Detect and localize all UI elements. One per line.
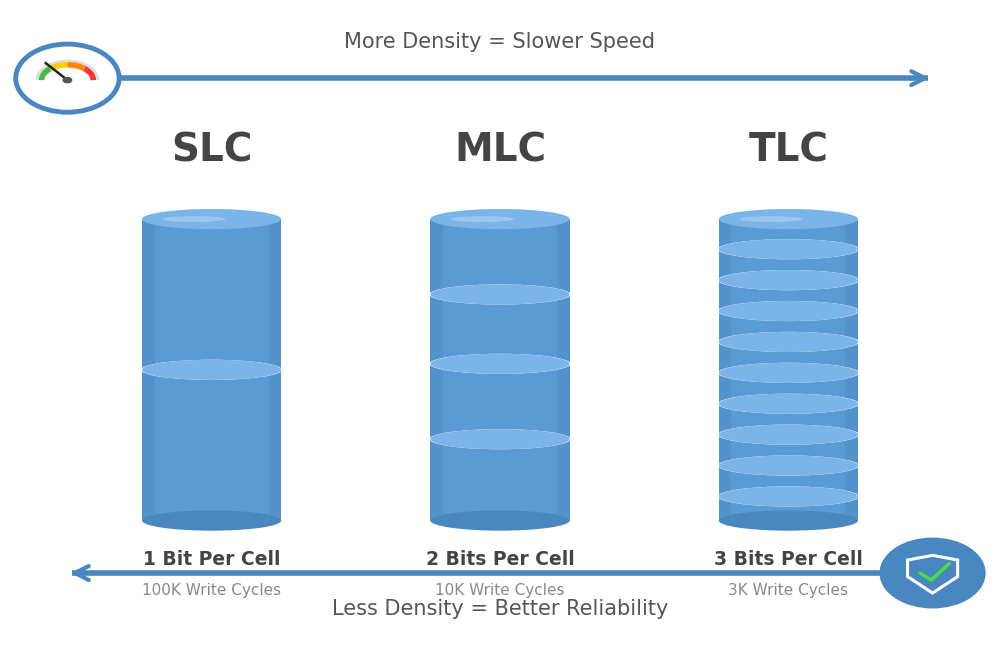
- Ellipse shape: [430, 209, 570, 229]
- Bar: [430, 219, 570, 521]
- Ellipse shape: [163, 216, 226, 222]
- Bar: [269, 219, 281, 521]
- Text: 2 Bits Per Cell: 2 Bits Per Cell: [426, 550, 574, 569]
- Bar: [719, 219, 858, 521]
- Ellipse shape: [719, 301, 858, 321]
- Bar: [557, 219, 570, 521]
- Ellipse shape: [718, 332, 859, 352]
- Circle shape: [881, 539, 984, 607]
- Bar: [719, 219, 731, 521]
- Ellipse shape: [718, 486, 859, 506]
- Ellipse shape: [429, 354, 571, 374]
- Ellipse shape: [719, 455, 858, 476]
- Text: TLC: TLC: [748, 132, 828, 170]
- Text: 1 Bit Per Cell: 1 Bit Per Cell: [143, 550, 280, 569]
- Ellipse shape: [719, 394, 858, 414]
- Ellipse shape: [430, 429, 570, 449]
- Text: 100K Write Cycles: 100K Write Cycles: [142, 583, 281, 598]
- Bar: [845, 219, 858, 521]
- Ellipse shape: [430, 284, 570, 305]
- Text: 10K Write Cycles: 10K Write Cycles: [435, 583, 565, 598]
- Ellipse shape: [719, 332, 858, 352]
- Ellipse shape: [718, 239, 859, 259]
- Ellipse shape: [719, 486, 858, 506]
- Text: Less Density = Better Reliability: Less Density = Better Reliability: [332, 599, 668, 619]
- Ellipse shape: [430, 354, 570, 374]
- Ellipse shape: [142, 510, 281, 531]
- Ellipse shape: [719, 510, 858, 531]
- Ellipse shape: [718, 363, 859, 383]
- Bar: [430, 219, 443, 521]
- Ellipse shape: [718, 270, 859, 290]
- Circle shape: [16, 44, 119, 112]
- Ellipse shape: [719, 424, 858, 445]
- Ellipse shape: [429, 429, 571, 449]
- Ellipse shape: [451, 216, 514, 222]
- Ellipse shape: [430, 510, 570, 531]
- Ellipse shape: [718, 455, 859, 476]
- Circle shape: [62, 77, 72, 83]
- Text: SLC: SLC: [171, 132, 252, 170]
- Text: 3K Write Cycles: 3K Write Cycles: [728, 583, 848, 598]
- Ellipse shape: [718, 394, 859, 414]
- Ellipse shape: [142, 209, 281, 229]
- Ellipse shape: [719, 270, 858, 290]
- Ellipse shape: [740, 216, 802, 222]
- Ellipse shape: [429, 284, 571, 305]
- Text: MLC: MLC: [454, 132, 546, 170]
- Ellipse shape: [718, 424, 859, 445]
- Text: 3 Bits Per Cell: 3 Bits Per Cell: [714, 550, 863, 569]
- Ellipse shape: [141, 360, 282, 380]
- Ellipse shape: [142, 360, 281, 380]
- Ellipse shape: [719, 239, 858, 259]
- Ellipse shape: [719, 363, 858, 383]
- Text: More Density = Slower Speed: More Density = Slower Speed: [344, 32, 656, 52]
- Ellipse shape: [719, 209, 858, 229]
- Bar: [142, 219, 155, 521]
- Bar: [142, 219, 281, 521]
- Ellipse shape: [718, 301, 859, 321]
